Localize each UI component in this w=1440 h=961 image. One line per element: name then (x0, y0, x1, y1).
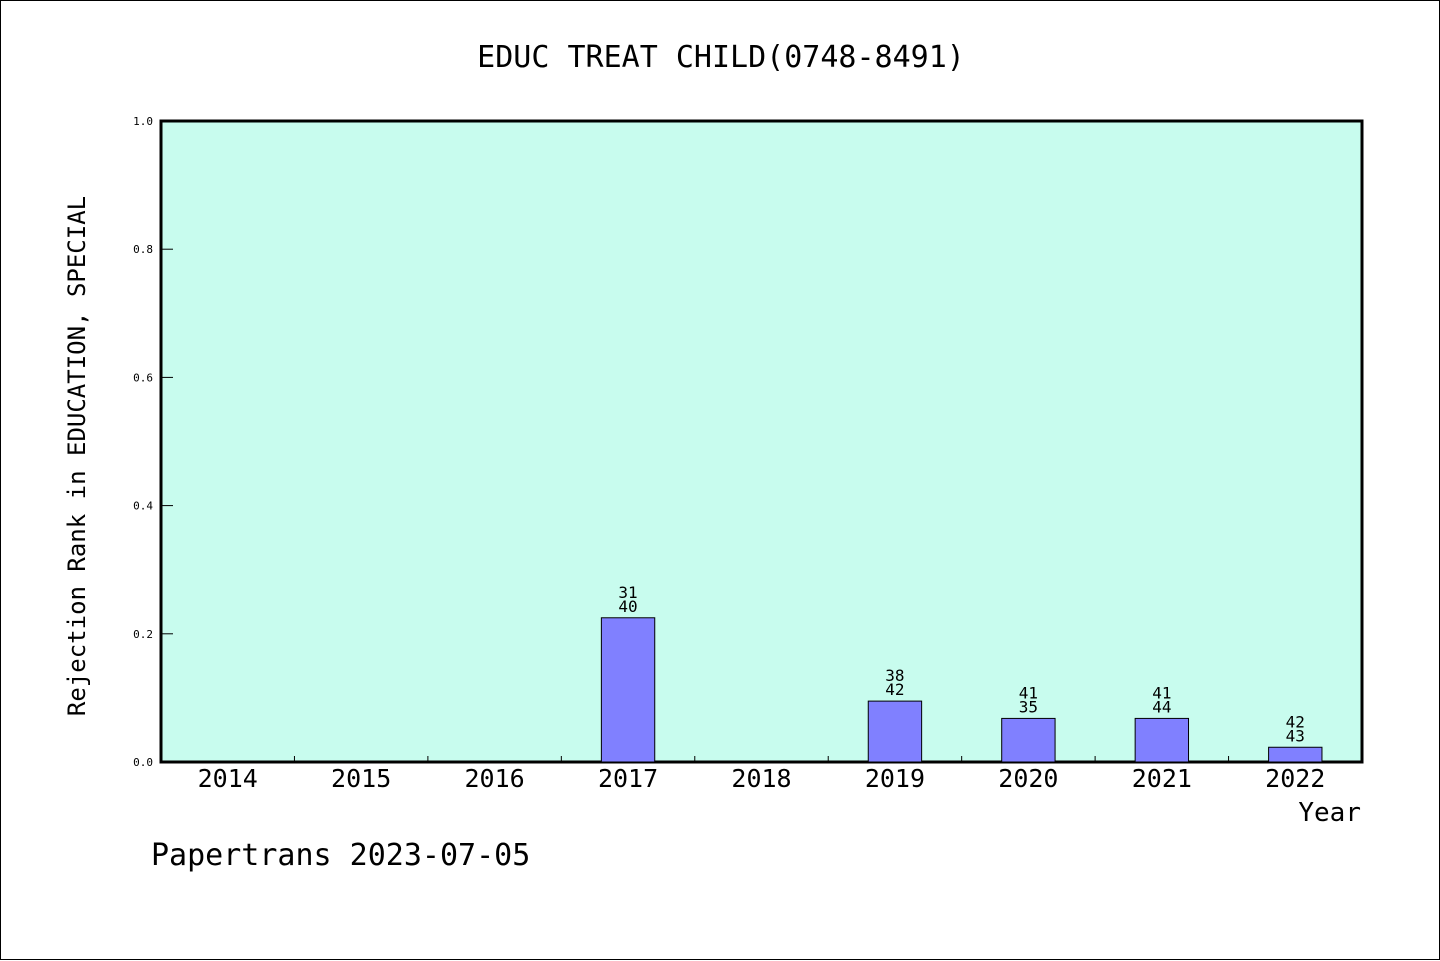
x-tick-label: 2016 (465, 764, 525, 793)
x-axis: 2014 2015 2016 2017 2018 2019 2020 2021 2022 (198, 756, 1325, 793)
bar-data-label: 38 (885, 666, 904, 685)
bar-data-label: 35 (1019, 697, 1038, 716)
x-tick-label: 2015 (331, 764, 391, 793)
bar-data-label: 44 (1152, 697, 1171, 716)
bar (600, 617, 656, 763)
bar (1001, 717, 1056, 763)
bar-data-label: 42 (1286, 712, 1305, 731)
bar-data-label: 31 (618, 583, 637, 602)
y-axis-label: Rejection Rank in EDUCATION, SPECIAL (63, 196, 91, 716)
y-tick-label: 1.0 (133, 115, 153, 128)
bar-data-label: 43 (1286, 726, 1305, 745)
bar-data-label: 40 (618, 597, 637, 616)
x-tick-label: 2020 (998, 764, 1058, 793)
bar-data-label: 42 (885, 680, 904, 699)
x-tick-label: 2021 (1132, 764, 1192, 793)
y-tick-label: 0.8 (133, 243, 153, 256)
bar-data-label: 41 (1152, 683, 1171, 702)
plot-area (159, 119, 1364, 764)
footer-credit: Papertrans 2023-07-05 (151, 838, 530, 873)
y-tick-label: 0.0 (133, 756, 153, 769)
y-axis: 0.0 0.2 0.4 0.6 0.8 1.0 (133, 115, 173, 769)
bar (1268, 746, 1323, 763)
bar (1134, 717, 1190, 763)
y-tick-label: 0.2 (133, 628, 153, 641)
x-tick-label: 2022 (1265, 764, 1325, 793)
x-tick-label: 2014 (198, 764, 258, 793)
x-tick-label: 2019 (865, 764, 925, 793)
chart-title: EDUC TREAT CHILD(0748-8491) (477, 40, 965, 75)
x-tick-label: 2018 (731, 764, 791, 793)
y-tick-label: 0.4 (133, 500, 153, 513)
x-axis-label: Year (1298, 798, 1361, 828)
y-tick-label: 0.6 (133, 371, 153, 384)
bar (867, 700, 923, 763)
x-tick-label: 2017 (598, 764, 658, 793)
bar-data-label: 41 (1019, 683, 1038, 702)
